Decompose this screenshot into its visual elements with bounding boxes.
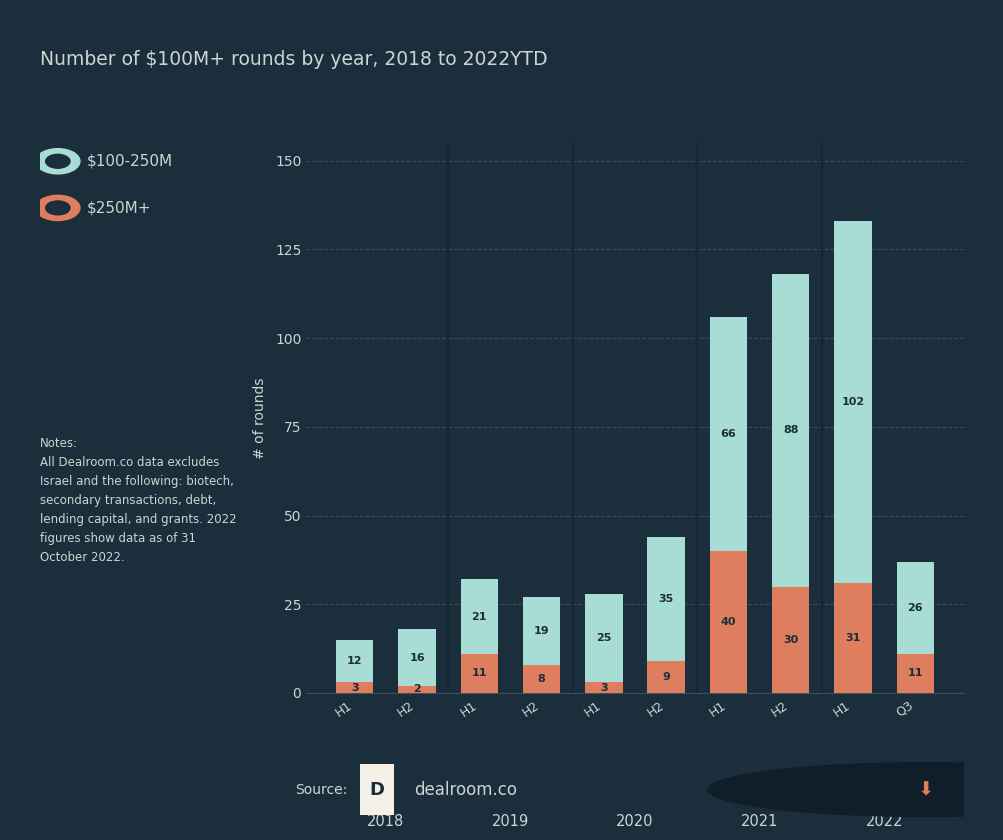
Bar <box>647 537 684 661</box>
Text: Notes:
All Dealroom.co data excludes
Israel and the following: biotech,
secondar: Notes: All Dealroom.co data excludes Isr… <box>40 437 237 564</box>
Text: 2019: 2019 <box>491 814 529 829</box>
Text: Number of $100M+ rounds by year, 2018 to 2022YTD: Number of $100M+ rounds by year, 2018 to… <box>40 50 548 69</box>
Text: 2: 2 <box>413 685 420 695</box>
Bar <box>460 654 497 693</box>
Text: 30: 30 <box>782 635 797 645</box>
Bar <box>709 317 746 551</box>
Text: 2022: 2022 <box>865 814 902 829</box>
Bar <box>771 586 808 693</box>
Bar <box>336 682 373 693</box>
Circle shape <box>36 195 80 220</box>
Text: $100-250M: $100-250M <box>86 154 173 169</box>
Bar <box>398 686 435 693</box>
Text: 8: 8 <box>538 674 545 684</box>
Bar <box>833 583 871 693</box>
Text: 102: 102 <box>841 397 864 407</box>
Bar <box>709 551 746 693</box>
Bar <box>523 664 560 693</box>
Text: 16: 16 <box>409 653 424 663</box>
Text: $250M+: $250M+ <box>86 201 150 215</box>
Bar <box>896 654 933 693</box>
Circle shape <box>36 149 80 174</box>
Text: dealroom.co: dealroom.co <box>414 780 517 799</box>
Text: 31: 31 <box>845 633 860 643</box>
Bar <box>896 562 933 654</box>
Text: 11: 11 <box>471 669 486 679</box>
Text: 3: 3 <box>600 683 607 693</box>
Text: 9: 9 <box>662 672 669 682</box>
Bar <box>460 580 497 654</box>
Text: 40: 40 <box>720 617 735 627</box>
Bar <box>398 629 435 686</box>
Text: 2021: 2021 <box>740 814 777 829</box>
Text: 88: 88 <box>782 425 797 435</box>
Text: 66: 66 <box>720 429 735 438</box>
Text: 21: 21 <box>471 612 486 622</box>
Bar <box>833 221 871 583</box>
Circle shape <box>46 201 70 215</box>
Text: 26: 26 <box>907 603 922 613</box>
Text: 25: 25 <box>596 633 611 643</box>
Text: 2018: 2018 <box>367 814 404 829</box>
Text: 11: 11 <box>907 669 922 679</box>
Y-axis label: # of rounds: # of rounds <box>253 377 267 459</box>
Text: 3: 3 <box>351 683 358 693</box>
Text: 2020: 2020 <box>616 814 653 829</box>
Text: 12: 12 <box>347 656 362 666</box>
Text: D: D <box>369 780 384 799</box>
Bar <box>523 597 560 664</box>
Text: ⬇: ⬇ <box>917 780 934 799</box>
Bar <box>771 274 808 586</box>
Text: 19: 19 <box>534 626 549 636</box>
Circle shape <box>707 763 1003 816</box>
Bar <box>585 682 622 693</box>
Circle shape <box>46 155 70 168</box>
Bar <box>336 640 373 682</box>
Bar <box>585 594 622 682</box>
FancyBboxPatch shape <box>359 764 393 815</box>
Bar <box>647 661 684 693</box>
Text: Source:: Source: <box>295 783 347 796</box>
Text: 35: 35 <box>658 594 673 604</box>
